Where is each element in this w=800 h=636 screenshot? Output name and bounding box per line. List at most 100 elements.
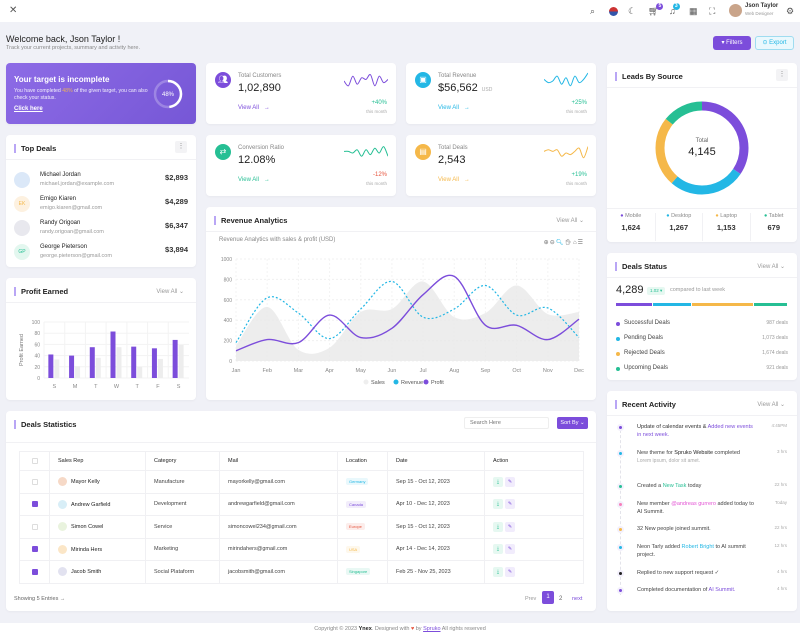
row-checkbox[interactable] (31, 546, 38, 553)
location-badge: USA (346, 545, 361, 553)
deal-name: George Pieterson (40, 244, 88, 250)
row-checkbox[interactable] (31, 478, 38, 485)
activity-text: 32 New people joined summit. (637, 525, 757, 533)
row-checkbox[interactable] (31, 501, 38, 508)
apps-grid-icon[interactable]: ▦ (689, 6, 698, 16)
progress-segment (692, 303, 753, 306)
stat-view-all-link[interactable]: View All → (438, 105, 470, 111)
y-tick-label: 20 (34, 365, 40, 371)
activity-text-part[interactable]: AI Summit. (708, 587, 736, 593)
timeline-line (620, 425, 621, 595)
avatar (58, 544, 67, 554)
lead-source-name: Mobile (625, 213, 642, 219)
reset-home-icon[interactable]: ⌂ (572, 240, 578, 246)
activity-time: Today (774, 500, 787, 505)
edit-icon[interactable]: ✎ (505, 476, 515, 487)
download-icon[interactable]: ⤓ (493, 476, 503, 487)
chart-menu-icon[interactable]: ☰ (577, 240, 584, 246)
location-cell: Germany (337, 470, 388, 494)
zoom-out-icon[interactable]: ⊖ (549, 240, 556, 246)
sales-rep-cell: Simon Cowel (49, 515, 146, 539)
column-header[interactable]: Date (387, 451, 485, 471)
export-button[interactable]: ⊙ Export (755, 36, 794, 50)
settings-gear-icon[interactable]: ⚙ (786, 6, 795, 16)
bar-secondary (157, 358, 163, 378)
stat-view-all-label: View All (438, 105, 459, 111)
legend-label[interactable]: Revenue (401, 380, 423, 386)
revenue-analytics-title: Revenue Analytics (214, 216, 287, 225)
activity-view-all-button[interactable]: View All ⌄ (757, 402, 785, 408)
column-header[interactable]: Mail (219, 451, 338, 471)
bell-icon[interactable]: ♫︎ 3 (669, 3, 680, 16)
checkbox-cell (19, 537, 50, 561)
next-page-button[interactable]: next (572, 596, 583, 602)
footer-company-link[interactable]: Spruko (423, 626, 441, 632)
user-name[interactable]: Json Taylor (745, 3, 779, 9)
selection-zoom-icon[interactable]: 🔍︎ (555, 240, 565, 246)
select-all-checkbox[interactable] (31, 457, 38, 464)
download-icon[interactable]: ⤓ (493, 544, 503, 555)
edit-icon[interactable]: ✎ (505, 521, 515, 532)
footer: Copyright © 2023 Ynex. Designed with ♥ b… (0, 623, 800, 636)
target-percent: 48% (162, 92, 175, 98)
donut-segment-tablet[interactable] (655, 101, 749, 195)
activity-text-part[interactable]: Robert Bright (681, 544, 714, 550)
date-cell: Feb 25 - Nov 25, 2023 (387, 560, 485, 584)
column-header[interactable]: Location (337, 451, 388, 471)
stat-view-all-link[interactable]: View All → (238, 105, 270, 111)
page-1-button[interactable]: 1 (542, 591, 554, 604)
edit-icon[interactable]: ✎ (505, 544, 515, 555)
filters-button[interactable]: ▾ Filters (713, 36, 751, 50)
deal-list-item[interactable]: GP George Pieterson george.pieterson@gmail… (14, 242, 188, 264)
prev-page-button[interactable]: Prev (525, 596, 537, 602)
bar-secondary (137, 366, 143, 378)
row-checkbox[interactable] (31, 568, 38, 575)
fullscreen-icon[interactable]: ⛶ (709, 6, 716, 16)
stat-icon: ▤ (415, 144, 431, 160)
deals-statistics-card: Deals Statistics Sort By ⌄ Sales Rep Cat… (6, 411, 596, 611)
deal-list-item[interactable]: Michael Jordan michael.jordan@example.com… (14, 170, 188, 192)
download-icon[interactable]: ⤓ (493, 566, 503, 577)
deals-search-input[interactable] (464, 417, 549, 429)
us-flag-icon[interactable] (609, 7, 618, 16)
deals-status-view-all-button[interactable]: View All ⌄ (757, 264, 785, 270)
arrow-right-icon: → (463, 105, 470, 111)
revenue-view-all-button[interactable]: View All ⌄ (556, 218, 584, 224)
deal-list-item[interactable]: EK Emigo Kiaren emigo.kiaren@gmail.com $4,2… (14, 194, 188, 216)
leads-menu-button[interactable]: ⋮ (776, 69, 788, 81)
profit-view-all-button[interactable]: View All ⌄ (156, 289, 184, 295)
moon-icon[interactable]: ☾ (628, 6, 637, 16)
search-icon[interactable]: ⌕ (590, 6, 596, 16)
legend-label[interactable]: Profit (431, 380, 444, 386)
divider (607, 415, 797, 416)
status-dot (616, 367, 620, 371)
edit-icon[interactable]: ✎ (505, 499, 515, 510)
close-sidebar-icon[interactable]: ✕ (9, 5, 18, 16)
donut-segment-desktop[interactable] (655, 101, 749, 195)
pan-hand-icon[interactable]: ✋︎ (564, 240, 573, 246)
user-avatar[interactable] (729, 4, 742, 17)
sales-rep-cell: Jacob Smith (49, 560, 146, 584)
row-checkbox[interactable] (31, 523, 38, 530)
donut-segment-laptop[interactable] (655, 101, 749, 195)
sort-by-button[interactable]: Sort By ⌄ (557, 417, 588, 429)
download-icon[interactable]: ⤓ (493, 521, 503, 532)
stat-view-all-link[interactable]: View All → (238, 177, 270, 183)
cart-icon[interactable]: 🛒︎ 5 (648, 3, 664, 17)
column-header[interactable]: Category (145, 451, 220, 471)
activity-text-part[interactable]: Added new events in next week. (637, 424, 753, 438)
x-tick-label: S (53, 384, 57, 390)
deal-list-item[interactable]: Randy Origoan randy.origoan@gmail.com $6,3… (14, 218, 188, 240)
y-tick-label: 0 (37, 376, 40, 382)
target-click-here-link[interactable]: Click here (14, 106, 43, 112)
top-deals-menu-button[interactable]: ⋮ (175, 141, 187, 153)
column-header[interactable]: Sales Rep (49, 451, 146, 471)
stat-view-all-link[interactable]: View All → (438, 177, 470, 183)
footer-brand: Ynex (358, 626, 372, 632)
y-tick-label: 1000 (221, 257, 232, 263)
download-icon[interactable]: ⤓ (493, 499, 503, 510)
page-2-button[interactable]: 2 (559, 596, 563, 602)
legend-label[interactable]: Sales (371, 380, 385, 386)
edit-icon[interactable]: ✎ (505, 566, 515, 577)
zoom-in-icon[interactable]: ⊕ (543, 240, 550, 246)
